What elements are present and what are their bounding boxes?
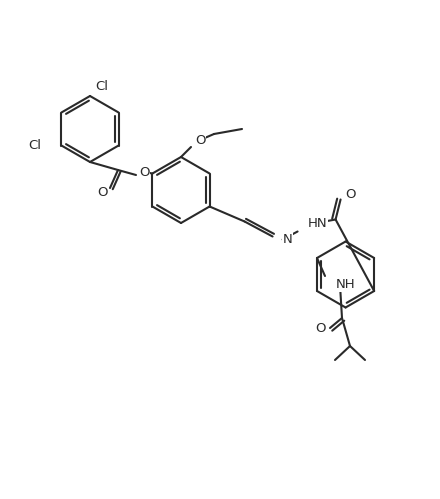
Text: O: O — [97, 186, 107, 199]
Text: N: N — [282, 233, 292, 246]
Text: NH: NH — [336, 278, 356, 291]
Text: HN: HN — [308, 217, 327, 230]
Text: O: O — [139, 166, 149, 179]
Text: O: O — [315, 321, 325, 334]
Text: O: O — [195, 134, 205, 147]
Text: O: O — [345, 188, 356, 201]
Text: Cl: Cl — [95, 79, 108, 92]
Text: Cl: Cl — [29, 139, 41, 152]
